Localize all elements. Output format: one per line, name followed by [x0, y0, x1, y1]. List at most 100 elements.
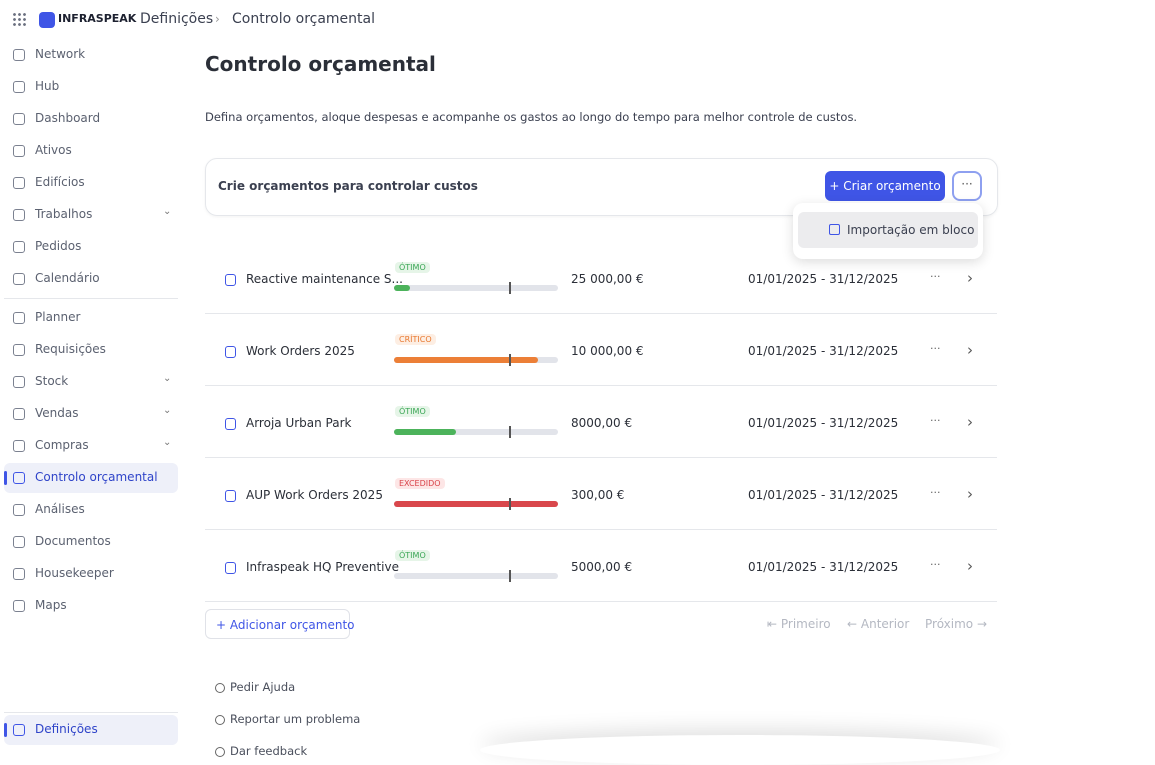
nav-item[interactable]: Trabalhos	[35, 207, 93, 221]
nav-icon	[13, 49, 25, 61]
row-icon	[225, 562, 236, 574]
nav-item[interactable]: Ativos	[35, 143, 72, 157]
nav-icon	[13, 145, 25, 157]
progress-fill	[394, 429, 457, 435]
progress-track	[394, 429, 558, 435]
budget-name[interactable]: Reactive maintenance S...	[246, 272, 403, 286]
row-icon	[225, 274, 236, 286]
menu-icon	[829, 224, 840, 235]
progress-marker	[509, 282, 511, 294]
row-open[interactable]: ›	[967, 269, 973, 287]
create-button[interactable]: + Criar orçamento	[825, 171, 945, 201]
menu-item[interactable]: Importação em bloco	[847, 223, 975, 237]
nav-item[interactable]: Planner	[35, 310, 81, 324]
nav-item[interactable]: Documentos	[35, 534, 111, 548]
pagination-button[interactable]: Próximo →	[925, 617, 988, 631]
divider	[205, 313, 997, 314]
nav-item[interactable]: Maps	[35, 598, 67, 612]
more-button[interactable]: ···	[952, 171, 982, 201]
nav-item[interactable]: Calendário	[35, 271, 100, 285]
status-badge: ÓTIMO	[395, 262, 430, 273]
row-icon	[225, 490, 236, 502]
row-open[interactable]: ›	[967, 341, 973, 359]
banner-text: Crie orçamentos para controlar custos	[218, 179, 478, 193]
nav-item[interactable]: Pedidos	[35, 239, 82, 253]
footer-link[interactable]: Dar feedback	[230, 744, 308, 758]
add-button-label: Adicionar orçamento	[229, 618, 355, 632]
amount: 300,00 €	[571, 488, 625, 502]
nav-item[interactable]: Compras	[35, 438, 89, 452]
breadcrumb-item: Controlo orçamental	[232, 11, 375, 27]
nav-icon	[13, 408, 25, 420]
progress-fill	[394, 285, 411, 291]
breadcrumb-item[interactable]: Definições	[140, 11, 214, 27]
nav-item[interactable]: Requisições	[35, 342, 106, 356]
footer-icon	[215, 683, 225, 693]
divider	[4, 298, 178, 299]
footer-link[interactable]: Reportar um problema	[230, 712, 361, 726]
chevron: ⌄	[163, 373, 172, 384]
nav-item[interactable]: Definições	[35, 722, 98, 736]
row-open[interactable]: ›	[967, 557, 973, 575]
brand: INFRASPEAK	[58, 12, 137, 25]
budget-name[interactable]: AUP Work Orders 2025	[246, 488, 383, 502]
status-badge: ÓTIMO	[395, 406, 430, 417]
logo-icon	[39, 12, 55, 28]
period: 01/01/2025 - 31/12/2025	[748, 344, 899, 358]
page-title: Controlo orçamental	[205, 52, 436, 76]
nav-icon	[13, 113, 25, 125]
progress-marker	[509, 354, 511, 366]
row-open[interactable]: ›	[967, 413, 973, 431]
progress-marker	[509, 426, 511, 438]
row-menu[interactable]: ···	[930, 558, 941, 571]
nav-icon	[13, 376, 25, 388]
nav-item[interactable]: Dashboard	[35, 111, 101, 125]
nav-icon	[13, 724, 25, 736]
banner	[205, 158, 998, 216]
nav-icon	[13, 273, 25, 285]
nav-icon	[13, 472, 25, 484]
pagination-label: Próximo	[925, 617, 974, 631]
nav-item[interactable]: Stock	[35, 374, 69, 388]
nav-icon	[13, 504, 25, 516]
progress-track	[394, 285, 558, 291]
nav-icon	[13, 312, 25, 324]
progress-track	[394, 573, 558, 579]
budget-name[interactable]: Infraspeak HQ Preventive	[246, 560, 399, 574]
progress-marker	[509, 570, 511, 582]
pagination-button[interactable]: ⇤ Primeiro	[767, 617, 831, 631]
nav-item[interactable]: Controlo orçamental	[35, 470, 158, 484]
row-menu[interactable]: ···	[930, 486, 941, 499]
budget-name[interactable]: Arroja Urban Park	[246, 416, 352, 430]
footer-icon	[215, 715, 225, 725]
progress-marker	[509, 498, 511, 510]
row-menu[interactable]: ···	[930, 342, 941, 355]
page: INFRASPEAK Definições › Controlo orçamental…	[4, 11, 998, 758]
nav-icon	[13, 81, 25, 93]
amount: 5000,00 €	[571, 560, 633, 574]
pagination-button[interactable]: ← Anterior	[847, 617, 910, 631]
footer-link[interactable]: Pedir Ajuda	[230, 680, 296, 694]
add-button[interactable]: + Adicionar orçamento	[205, 609, 355, 639]
bottom-shadow	[480, 735, 1000, 765]
divider	[205, 529, 997, 530]
nav-item[interactable]: Housekeeper	[35, 566, 114, 580]
row-menu[interactable]: ···	[930, 414, 941, 427]
nav-item[interactable]: Análises	[35, 502, 85, 516]
active-bar	[4, 723, 7, 737]
amount: 8000,00 €	[571, 416, 633, 430]
chevron: ⌄	[163, 206, 172, 217]
period: 01/01/2025 - 31/12/2025	[748, 416, 899, 430]
nav-icon	[13, 536, 25, 548]
nav-icon	[13, 177, 25, 189]
row-icon	[225, 418, 236, 430]
breadcrumb-sep: ›	[215, 12, 220, 26]
active-bg	[4, 715, 178, 745]
nav-item[interactable]: Network	[35, 47, 86, 61]
row-menu[interactable]: ···	[930, 270, 941, 283]
budget-name[interactable]: Work Orders 2025	[246, 344, 355, 358]
nav-item[interactable]: Edifícios	[35, 175, 85, 189]
nav-item[interactable]: Vendas	[35, 406, 79, 420]
row-open[interactable]: ›	[967, 485, 973, 503]
nav-item[interactable]: Hub	[35, 79, 60, 93]
